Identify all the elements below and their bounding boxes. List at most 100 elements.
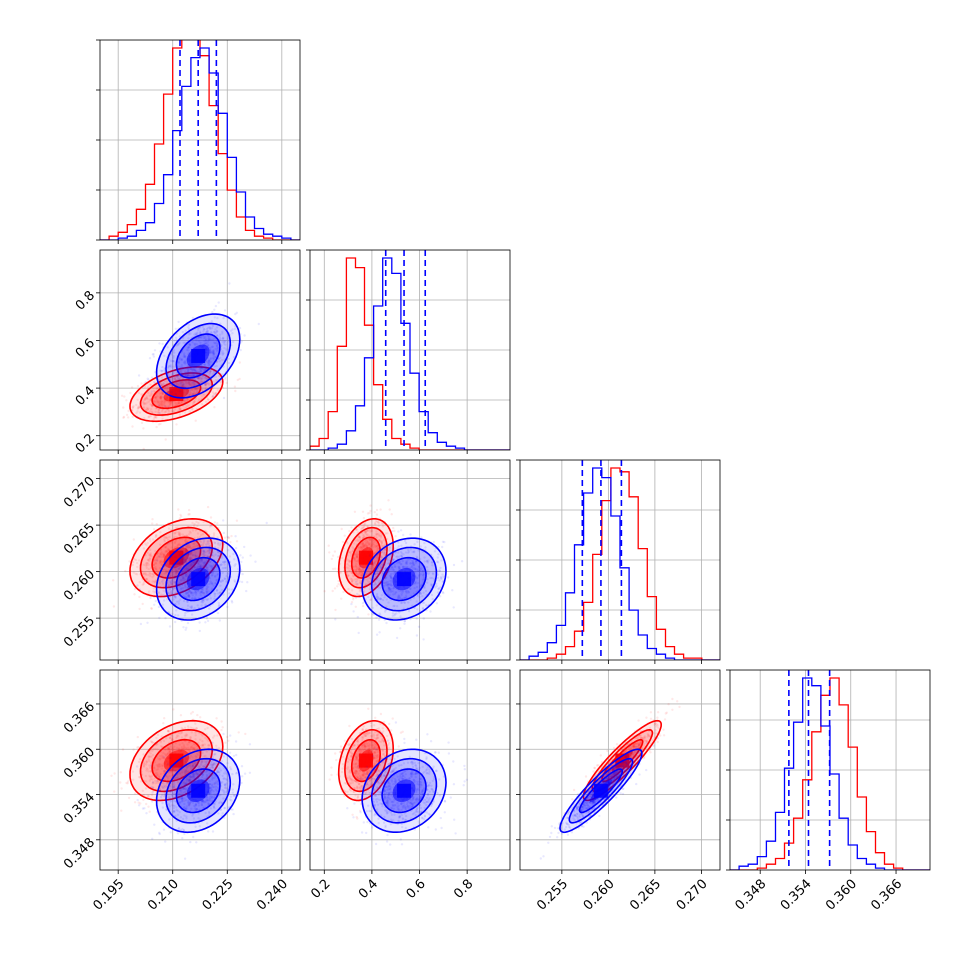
scatter-point [191, 546, 195, 549]
scatter-point [168, 364, 171, 368]
scatter-point [154, 396, 157, 399]
scatter-point [201, 375, 205, 378]
scatter-point [208, 370, 212, 373]
scatter-point [187, 543, 191, 547]
scatter-point [169, 574, 173, 578]
scatter-point [208, 362, 211, 365]
scatter-point [142, 798, 145, 802]
scatter-point [151, 353, 154, 356]
scatter-point [131, 415, 134, 418]
scatter-point [354, 605, 357, 608]
scatter-point [181, 837, 184, 840]
scatter-point [149, 596, 152, 600]
scatter-point [167, 538, 170, 542]
scatter-point [201, 325, 204, 328]
scatter-point [197, 376, 200, 380]
scatter-point [221, 726, 224, 729]
scatter-point [147, 378, 150, 381]
scatter-point [157, 555, 160, 558]
scatter-point [209, 370, 212, 373]
scatter-point [192, 373, 196, 376]
scatter-point [200, 380, 204, 384]
scatter-point [138, 411, 142, 414]
scatter-point [145, 543, 148, 547]
scatter-point [183, 558, 186, 561]
scatter-point [240, 781, 243, 785]
scatter-point [388, 508, 391, 511]
scatter-point [187, 559, 190, 563]
scatter-point [196, 331, 199, 334]
scatter-point [245, 589, 248, 593]
scatter-point [186, 586, 190, 590]
scatter-point [214, 542, 217, 545]
scatter-point [200, 389, 204, 392]
scatter-point [204, 383, 207, 386]
scatter-point [193, 370, 197, 373]
scatter-point [160, 395, 163, 398]
scatter-point [152, 563, 156, 566]
scatter-point [202, 330, 205, 333]
scatter-point [143, 402, 147, 405]
scatter-point [222, 593, 225, 596]
scatter-point [149, 554, 152, 557]
scatter-point [144, 408, 147, 411]
scatter-point [157, 592, 160, 595]
scatter-point [170, 541, 173, 544]
scatter-point [179, 598, 182, 601]
scatter-point [217, 357, 220, 361]
scatter-point [209, 346, 212, 350]
scatter-point [171, 588, 175, 591]
scatter-point [173, 377, 176, 380]
scatter-point [441, 545, 444, 549]
scatter-point [163, 572, 166, 575]
scatter-point [218, 619, 221, 622]
scatter-point [160, 573, 164, 576]
scatter-point [230, 534, 233, 538]
scatter-point [164, 551, 167, 554]
scatter-point [209, 597, 212, 600]
scatter-point [167, 542, 170, 545]
scatter-point [187, 508, 191, 512]
scatter-point [223, 347, 226, 350]
scatter-point [175, 570, 179, 573]
scatter-point [166, 548, 170, 551]
scatter-point [149, 383, 153, 386]
scatter-point [354, 580, 358, 583]
scatter-point [120, 394, 124, 397]
scatter-point [175, 570, 178, 574]
scatter-point [178, 542, 181, 545]
scatter-point [145, 396, 148, 400]
scatter-point [189, 564, 192, 567]
scatter-point [178, 543, 182, 546]
scatter-point [142, 447, 145, 450]
scatter-point [202, 542, 205, 545]
scatter-point [223, 340, 226, 343]
scatter-point [160, 392, 163, 395]
scatter-point [361, 604, 365, 608]
scatter-point [154, 395, 157, 399]
scatter-point [221, 571, 224, 574]
scatter-point [189, 840, 192, 844]
scatter-point [210, 327, 214, 330]
scatter-point [149, 392, 153, 395]
scatter-point [178, 413, 181, 416]
scatter-point [189, 552, 192, 555]
scatter-panel-1-0 [100, 250, 300, 450]
scatter-point [183, 585, 187, 588]
scatter-point [207, 338, 210, 341]
scatter-point [204, 382, 208, 386]
scatter-point [153, 416, 156, 419]
scatter-point [189, 565, 192, 568]
scatter-point [240, 580, 244, 584]
scatter-point [163, 546, 167, 549]
scatter-point [125, 781, 128, 785]
scatter-point [200, 336, 203, 339]
scatter-point [186, 621, 190, 625]
scatter-point [215, 344, 219, 347]
scatter-point [164, 438, 167, 441]
scatter-point [187, 380, 191, 383]
scatter-point [195, 388, 198, 391]
scatter-point [180, 369, 183, 372]
scatter-point [174, 526, 177, 529]
scatter-point [234, 389, 237, 393]
